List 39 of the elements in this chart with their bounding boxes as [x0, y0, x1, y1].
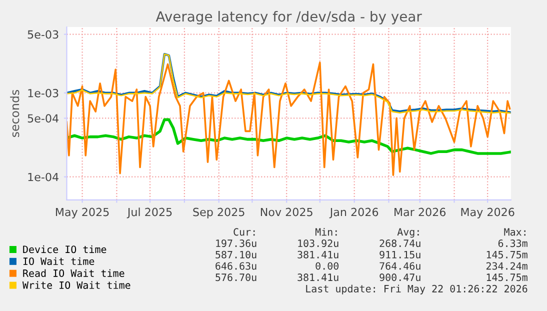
x-tick-label: Mar 2026: [394, 208, 446, 216]
chart-title: Average latency for /dev/sda - by year: [156, 10, 422, 24]
text: 268.74u: [380, 240, 420, 248]
y-tick-label: 1e-04: [28, 172, 58, 182]
y-tick-label: 1e-03: [28, 88, 58, 98]
text: Max:: [504, 228, 526, 236]
text: 646.63u: [216, 262, 256, 270]
x-tick-label: Nov 2025: [260, 208, 312, 216]
text: 900.47u: [380, 274, 420, 282]
line-series: [66, 62, 511, 176]
text: Min:: [315, 228, 337, 236]
text: 145.75m: [486, 274, 528, 282]
y-axis-title: seconds: [10, 90, 20, 138]
x-tick-label: May 2026: [461, 208, 514, 218]
text: 764.46u: [380, 262, 420, 270]
text: 145.75m: [486, 250, 528, 258]
text: 197.36u: [216, 240, 256, 248]
x-tick-label: Jul 2025: [126, 208, 172, 218]
text: Cur:: [234, 228, 255, 236]
text: 234.24m: [486, 262, 528, 270]
x-tick-label: Sep 2025: [193, 208, 244, 218]
legend-label: Read IO Wait time: [23, 269, 124, 277]
text: 576.70u: [216, 274, 256, 282]
x-tick-label: Jan 2026: [329, 208, 378, 218]
legend-label: Device IO time: [23, 245, 106, 254]
text: 103.92u: [298, 240, 338, 248]
legend-label: IO Wait time: [23, 257, 94, 266]
y-tick-label: 5e-03: [28, 30, 58, 39]
text: Avg:: [397, 228, 419, 238]
text: 0.00: [316, 262, 338, 270]
text: Last update: Fri May 22 01:26:22 2026: [306, 284, 528, 294]
text: 587.10u: [216, 250, 256, 258]
text: 911.15u: [380, 250, 420, 258]
text: 381.41u: [298, 274, 338, 282]
x-tick-label: May 2025: [56, 208, 109, 218]
text: 6.33m: [498, 240, 528, 248]
text: 381.41u: [298, 250, 338, 258]
y-tick-label: 5e-04: [28, 114, 58, 123]
legend-label: Write IO Wait time: [22, 281, 130, 289]
